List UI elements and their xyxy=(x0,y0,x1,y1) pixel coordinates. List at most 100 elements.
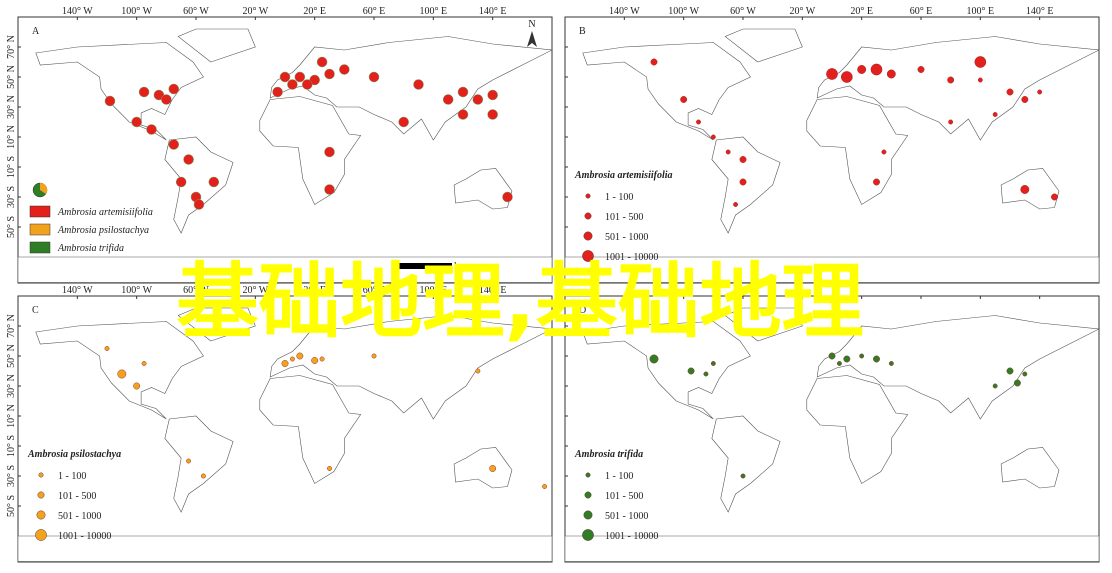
landmass xyxy=(816,36,1101,141)
legend-dot xyxy=(584,212,592,220)
occurrence-dot xyxy=(475,368,481,374)
occurrence-dot xyxy=(992,383,998,389)
occurrence-dot xyxy=(183,154,194,165)
longitude-label: 20° W xyxy=(242,6,268,17)
occurrence-dot xyxy=(992,112,998,117)
latitude-label: 10° S xyxy=(6,156,17,178)
longitude-label: 140° E xyxy=(479,6,507,17)
occurrence-dot xyxy=(974,56,987,68)
longitude-label: 20° E xyxy=(850,6,873,17)
landmass xyxy=(711,415,781,513)
longitude-label: 20° W xyxy=(242,285,268,296)
legend-dot xyxy=(585,193,591,199)
landmass xyxy=(564,256,1100,283)
legend-label: 1001 - 10000 xyxy=(605,531,658,542)
legend-dot xyxy=(584,491,592,499)
legend-label: Ambrosia psilostachya xyxy=(57,225,149,236)
legend-pie xyxy=(40,182,48,194)
landmass xyxy=(724,307,803,342)
longitude-label: 60° W xyxy=(183,6,209,17)
scale-bar xyxy=(396,263,452,269)
occurrence-dot xyxy=(141,361,147,366)
occurrence-dot xyxy=(316,56,328,68)
longitude-label: 140° W xyxy=(62,6,93,17)
occurrence-dot xyxy=(740,473,746,479)
legend-label: Ambrosia artemisiifolia xyxy=(57,207,153,218)
occurrence-dot xyxy=(186,458,192,464)
occurrence-dot xyxy=(133,382,141,390)
occurrence-dot xyxy=(687,367,695,375)
longitude-label: 140° W xyxy=(62,285,93,296)
landmass xyxy=(177,307,256,342)
occurrence-dot xyxy=(296,352,304,360)
occurrence-dot xyxy=(272,86,283,98)
legend-label: 101 - 500 xyxy=(605,212,643,223)
occurrence-dot xyxy=(1006,367,1014,375)
occurrence-dot xyxy=(739,178,747,186)
legend-label: 1 - 100 xyxy=(58,471,86,482)
landmass xyxy=(582,321,751,420)
north-arrow xyxy=(527,31,537,47)
occurrence-dot xyxy=(840,71,853,83)
occurrence-dot xyxy=(881,149,887,155)
occurrence-dot xyxy=(146,124,157,135)
landmass xyxy=(453,447,513,489)
legend-dot xyxy=(583,510,593,520)
occurrence-dot xyxy=(104,95,116,107)
occurrence-dot xyxy=(1013,379,1021,387)
longitude-label: 100° W xyxy=(121,285,152,296)
occurrence-dot xyxy=(948,119,954,125)
latitude-label: 30° N xyxy=(6,95,17,119)
longitude-label: 60° E xyxy=(363,6,386,17)
longitude-label: 100° E xyxy=(967,6,995,17)
occurrence-dot xyxy=(650,58,658,66)
occurrence-dot xyxy=(703,371,709,377)
longitude-label: 100° E xyxy=(420,285,448,296)
occurrence-dot xyxy=(413,79,424,90)
legend-label: 501 - 1000 xyxy=(605,511,648,522)
latitude-label: 50° S xyxy=(6,495,17,517)
latitude-label: 50° N xyxy=(6,344,17,368)
occurrence-dot xyxy=(168,83,179,95)
longitude-label: 60° W xyxy=(730,6,756,17)
occurrence-dot xyxy=(873,178,880,186)
occurrence-dot xyxy=(324,146,335,158)
occurrence-dot xyxy=(371,353,377,359)
panel-letter: B xyxy=(579,26,586,37)
latitude-label: 50° N xyxy=(6,65,17,89)
occurrence-dot xyxy=(836,361,842,366)
legend-swatch xyxy=(29,223,51,236)
occurrence-dot xyxy=(710,361,716,366)
occurrence-dot xyxy=(457,109,469,120)
occurrence-dot xyxy=(1022,371,1028,377)
latitude-label: 30° N xyxy=(6,374,17,398)
occurrence-dot xyxy=(739,156,747,163)
occurrence-dot xyxy=(888,361,894,366)
landmass xyxy=(177,28,256,63)
occurrence-dot xyxy=(680,96,688,103)
landmass xyxy=(35,42,204,141)
occurrence-dot xyxy=(947,76,955,84)
occurrence-dot xyxy=(117,369,127,379)
occurrence-dot xyxy=(977,77,983,83)
legend-label: Ambrosia trifida xyxy=(57,243,124,254)
landmass xyxy=(269,36,554,141)
legend-label: 1001 - 10000 xyxy=(605,252,658,263)
landmass xyxy=(711,136,781,234)
longitude-label: 20° W xyxy=(789,6,815,17)
occurrence-dot xyxy=(398,116,409,128)
occurrence-dot xyxy=(339,64,350,75)
latitude-label: 50° S xyxy=(6,216,17,238)
occurrence-dot xyxy=(104,346,110,351)
occurrence-dot xyxy=(649,354,659,364)
occurrence-dot xyxy=(287,79,298,90)
legend-label: 1 - 100 xyxy=(605,192,633,203)
longitude-label: 140° E xyxy=(1026,6,1054,17)
occurrence-dot xyxy=(487,89,498,101)
landmass xyxy=(259,375,362,484)
occurrence-dot xyxy=(1037,89,1043,95)
longitude-label: 140° W xyxy=(609,6,640,17)
landmass xyxy=(17,535,553,562)
longitude-label: 20° E xyxy=(303,285,326,296)
